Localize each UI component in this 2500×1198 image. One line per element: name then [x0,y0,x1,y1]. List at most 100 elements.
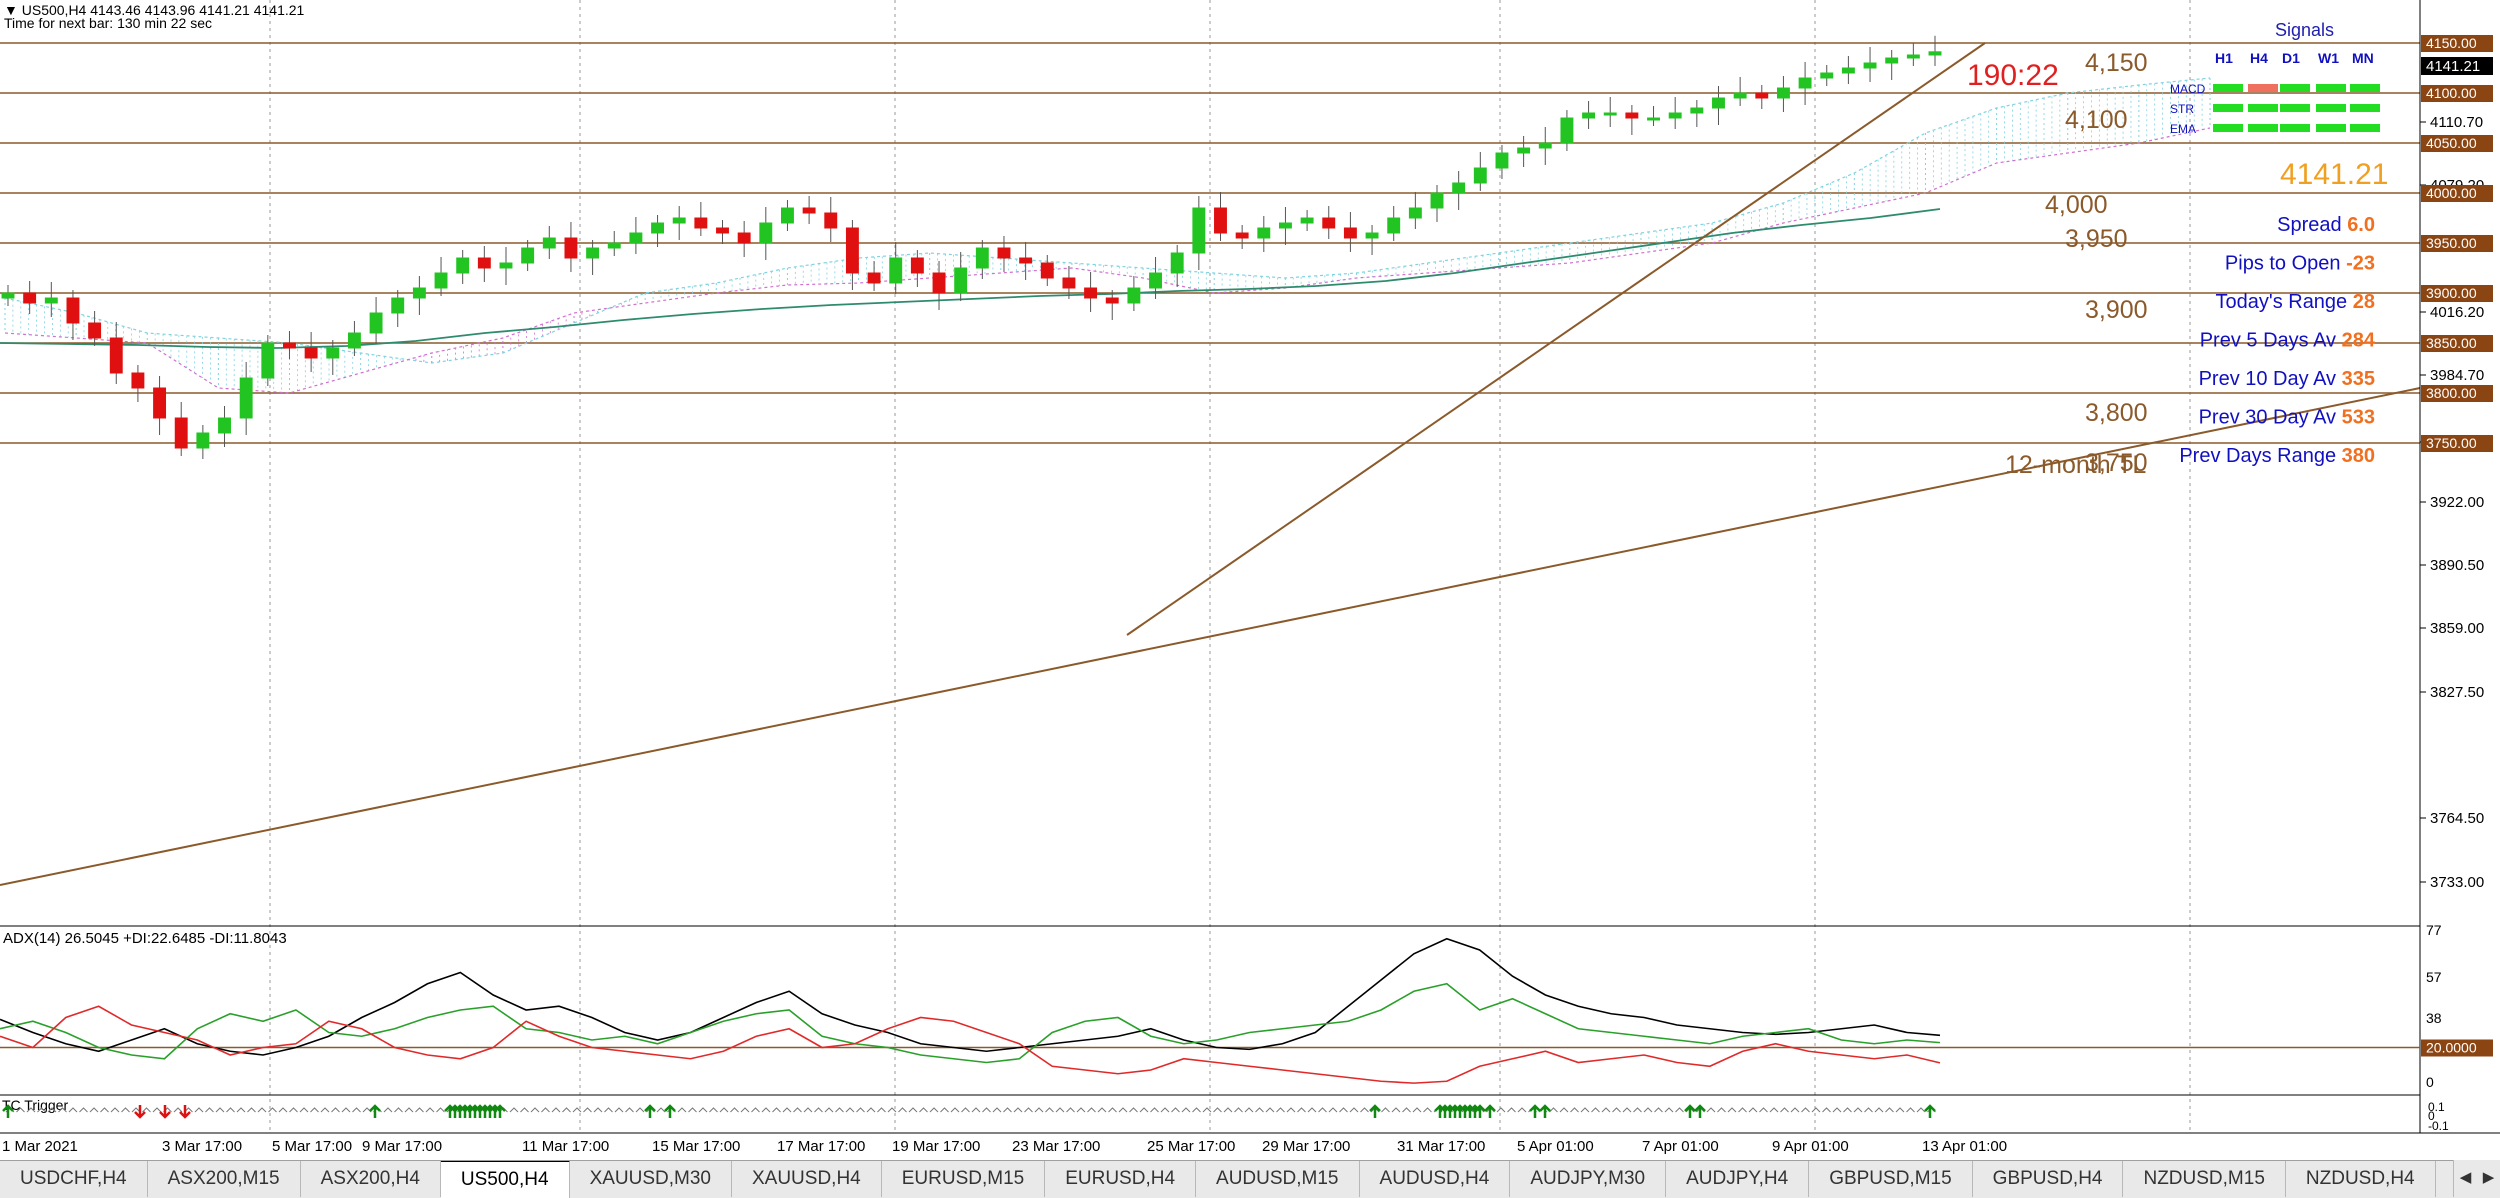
candle [218,417,231,434]
chart-tab[interactable]: XAUUSD,M30 [570,1161,732,1197]
level-price-tag-label: 4100.00 [2426,85,2477,101]
trendline-short-term[interactable] [1126,42,1986,636]
tc-trigger-title: TC Trigger [2,1097,68,1113]
candle [131,372,145,389]
signal-indicator [2213,84,2243,92]
chart-tab[interactable]: ASX200,H4 [301,1161,441,1197]
candle [1452,182,1466,194]
chart-window[interactable]: ▼ US500,H4 4143.46 4143.96 4141.21 4141.… [0,0,2500,1160]
candle [391,297,405,314]
candle [1192,207,1206,254]
info-row: Prev Days Range 380 [2179,445,2375,467]
countdown-label: 190:22 [1967,59,2059,92]
signal-timeframe: H4 [2250,50,2268,66]
chart-tab[interactable]: NZDUSD,M15 [2123,1161,2286,1197]
chart-tab[interactable]: AUDUSD,M15 [1196,1161,1360,1197]
chart-tab[interactable]: XAUUSD,H4 [732,1161,882,1197]
current-price-tag [2421,57,2493,75]
candle [412,287,426,299]
current-price-tag-label: 4141.21 [2426,58,2480,75]
candle [434,272,448,289]
candle [1040,262,1054,279]
info-row: Prev 5 Days Av 284 [2200,330,2376,352]
adx-tick: 57 [2426,969,2442,985]
chart-tab[interactable]: US500,H4 [440,1161,570,1198]
tc-up-arrow-icon [1474,1104,1486,1118]
chart-tab[interactable]: AUDJPY,H4 [1666,1161,1810,1197]
tc-down-arrow-icon [159,1105,171,1119]
time-axis-label: 7 Apr 01:00 [1642,1138,1719,1155]
candle [694,217,708,229]
tc-up-arrow-icon [369,1104,381,1118]
tc-up-arrow-icon [1684,1104,1696,1118]
candle [607,242,621,249]
trendline-12-month[interactable] [0,387,2421,886]
chart-tab[interactable]: USDCHF,H4 [0,1161,148,1197]
signal-indicator [2248,104,2278,112]
tc-up-arrow-icon [1484,1104,1496,1118]
scroll-left-icon[interactable]: ◀ [2459,1169,2472,1186]
scroll-right-icon[interactable]: ▶ [2482,1169,2495,1186]
signals-panel: Signals H1 H4 D1 W1 MN MACD STR EMA [2170,20,2380,136]
candle [1105,297,1119,304]
chart-canvas[interactable]: ▼ US500,H4 4143.46 4143.96 4141.21 4141.… [0,0,2500,1160]
tc-up-arrow-icon [664,1104,676,1118]
price-tick: 3764.50 [2430,810,2484,827]
chart-tab[interactable]: AUDJPY,M30 [1510,1161,1667,1197]
chart-tab[interactable]: EURUSD,H4 [1045,1161,1197,1197]
candle [283,342,296,349]
signals-title: Signals [2275,20,2334,40]
candle [781,207,794,224]
cloud-lower [4,127,2211,394]
cloud-upper [4,77,2211,364]
candle [347,332,361,349]
candle [1538,142,1552,149]
level-price-tag [2421,285,2493,302]
bar-timer: Time for next bar: 130 min 22 sec [4,15,212,31]
candle [23,292,37,304]
candle [1885,57,1899,64]
time-axis-label: 9 Mar 17:00 [362,1138,442,1155]
info-label: Spread [2277,214,2347,236]
candle [1408,207,1422,219]
level-price-tag-label: 3800.00 [2426,385,2477,401]
signal-indicator [2350,124,2380,132]
signal-timeframe: H1 [2215,50,2233,66]
chart-tab[interactable]: NZDUSD,H4 [2286,1161,2436,1197]
price-tick: 3733.00 [2430,874,2484,891]
chart-tab[interactable]: AUDUSD,H4 [1360,1161,1511,1197]
info-value: -23 [2346,253,2375,275]
candle [997,247,1011,259]
level-price-tag [2421,335,2493,352]
candle [542,237,556,249]
signal-indicator [2316,124,2346,132]
chart-tab[interactable]: GBPUSD,M15 [1809,1161,1973,1197]
info-value: 380 [2342,445,2375,467]
tc-tick: 0.1 [2428,1100,2445,1114]
candle [153,387,167,419]
level-price-tag-label: 3950.00 [2426,235,2477,251]
info-row: Today's Range 28 [2216,291,2376,313]
candle [672,217,686,224]
candle [1257,227,1271,239]
info-label: Prev 30 Day Av [2199,407,2342,429]
tc-up-arrow-icon [494,1104,506,1118]
level-price-tag [2421,435,2493,452]
chart-tab[interactable]: GBPUSD,H4 [1973,1161,2124,1197]
time-axis-label: 1 Mar 2021 [2,1138,78,1155]
tc-down-arrow-icon [179,1105,191,1119]
adx-series-line [0,1005,1941,1084]
chart-tab[interactable]: ASX200,M15 [148,1161,301,1197]
signal-timeframe: MN [2352,50,2374,66]
candle [1430,192,1444,209]
time-axis-label: 23 Mar 17:00 [1012,1138,1100,1155]
candle [66,297,80,324]
signal-indicator [2213,104,2243,112]
adx-tick: 0 [2426,1074,2434,1090]
chart-tab[interactable]: EURUSD,M15 [882,1161,1046,1197]
level-price-tag [2421,135,2493,152]
candle [1755,92,1769,99]
signal-row-label: STR [2170,102,2194,116]
info-value: 28 [2353,291,2375,313]
